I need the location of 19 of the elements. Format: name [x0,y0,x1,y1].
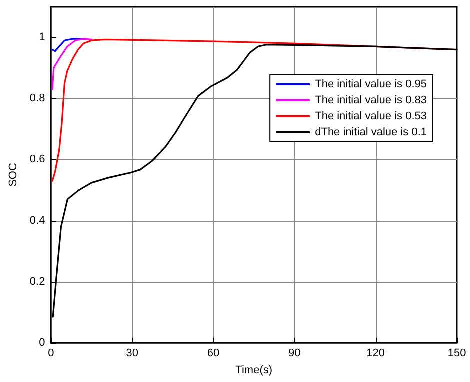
x-axis-title: Time(s) [236,364,273,376]
y-axis-title: SOC [8,163,20,187]
legend-label: The initial value is 0.83 [315,94,428,106]
x-tick-label: 120 [366,348,386,360]
x-tick-label: 90 [288,348,301,360]
y-tick-label: 0.6 [30,154,46,166]
y-tick-label: 0.2 [30,276,46,288]
x-tick-label: 30 [126,348,138,360]
y-tick-label: 1 [39,32,46,44]
x-tick-label: 150 [448,348,466,360]
line-series [52,38,93,90]
legend-label: dThe initial value is 0.1 [315,126,428,138]
y-tick-label: 0.4 [30,214,46,227]
x-tick-label: 60 [207,348,220,360]
y-tick-label: 0 [39,337,46,349]
legend-label: The initial value is 0.53 [315,110,428,122]
y-tick-label: 0.8 [30,92,46,105]
legend-label: The initial value is 0.95 [315,78,428,90]
x-tick-label: 0 [48,348,54,360]
